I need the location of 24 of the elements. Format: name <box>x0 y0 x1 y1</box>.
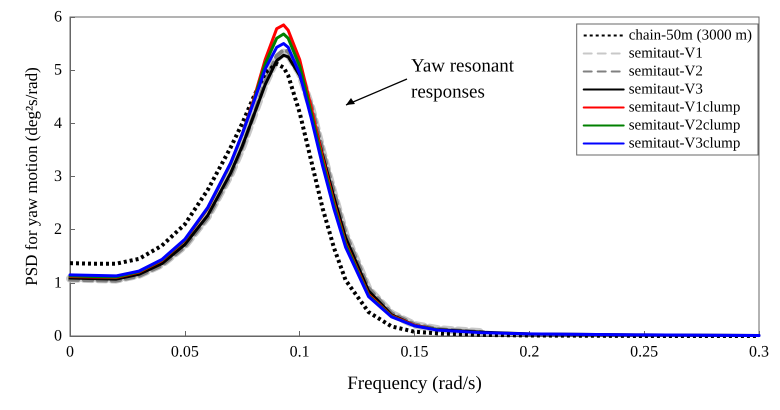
legend-label: semitaut-V3 <box>628 82 703 98</box>
y-tick-label: 2 <box>54 221 62 238</box>
y-tick-label: 4 <box>54 114 62 132</box>
y-tick-label: 6 <box>54 8 62 26</box>
x-tick-label: 0.1 <box>290 344 310 360</box>
legend-label: semitaut-V3clump <box>628 136 740 152</box>
legend-label: semitaut-V1clump <box>628 100 740 116</box>
y-tick-label: 3 <box>54 168 62 185</box>
legend-label: semitaut-V1 <box>628 46 703 62</box>
x-axis-title: Frequency (rad/s) <box>347 373 482 394</box>
annotation: Yaw resonant responses <box>411 56 515 102</box>
x-tick-label: 0 <box>66 344 74 360</box>
y-tick-label: 1 <box>54 274 62 292</box>
legend-label: chain-50m (3000 m) <box>628 28 752 44</box>
y-axis-title: PSD for yaw motion (deg²s/rad) <box>22 67 41 286</box>
x-tick-label: 0.25 <box>630 344 658 360</box>
x-tick-label: 0.2 <box>519 344 540 360</box>
legend-label: semitaut-V2clump <box>628 118 740 134</box>
x-tick-label: 0.3 <box>749 344 769 360</box>
legend-label: semitaut-V2 <box>628 64 703 80</box>
x-tick-label: 0.05 <box>170 344 199 360</box>
y-tick-label: 0 <box>54 328 62 344</box>
y-tick-label: 5 <box>54 62 62 79</box>
x-tick-label: 0.15 <box>400 344 428 360</box>
